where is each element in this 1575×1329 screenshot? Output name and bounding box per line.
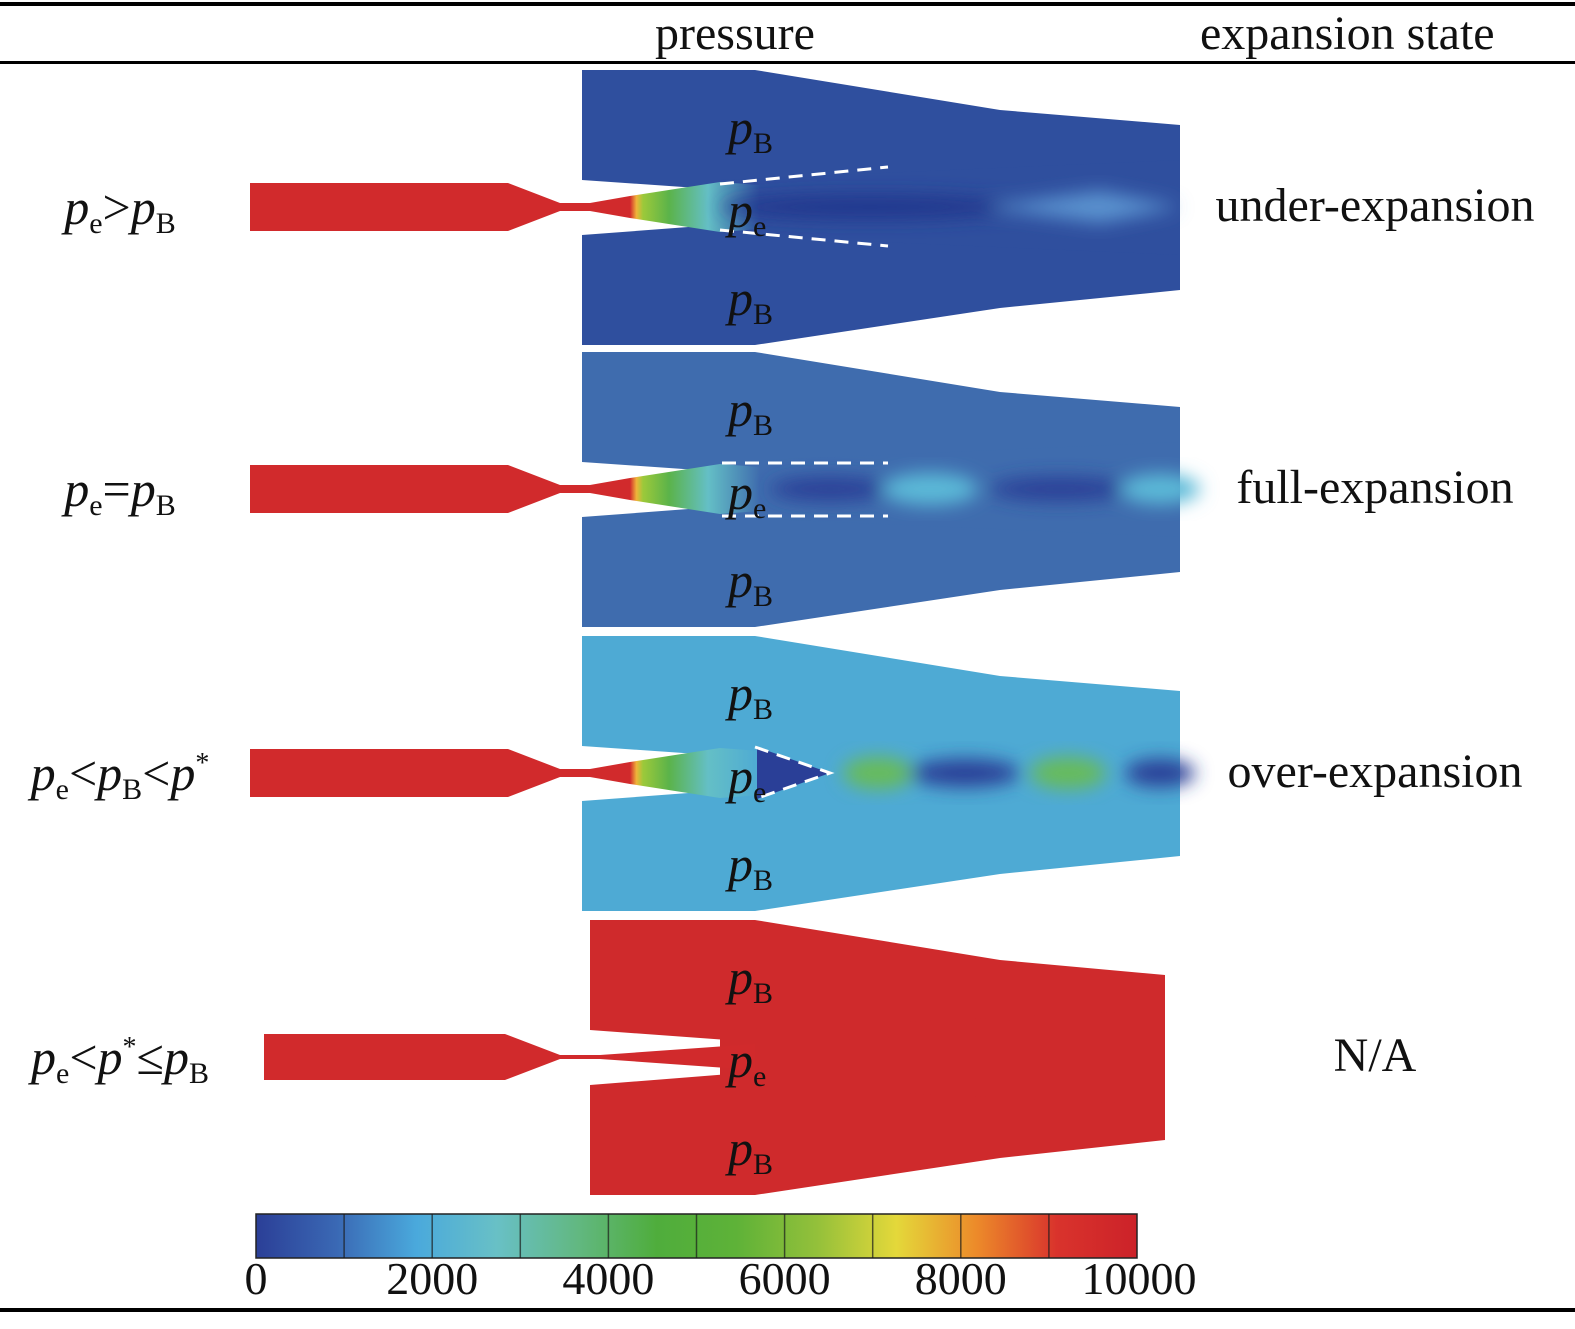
label-pB-top-4-subscript: B <box>753 977 774 1010</box>
flow-panel-4: pB pe pB <box>0 920 1575 1195</box>
label-pB-top-1: pB <box>728 102 773 159</box>
condition-1: pe>pB <box>0 182 240 239</box>
label-pB-top-2-subscript: B <box>753 409 774 442</box>
label-pB-top-1-p: p <box>728 99 753 155</box>
expansion-state-3: over-expansion <box>1227 745 1523 798</box>
condition-token: < <box>69 1029 98 1085</box>
condition-token: p <box>64 461 90 517</box>
condition-token: ≤ <box>136 1029 164 1085</box>
label-pe-3-p: p <box>728 748 753 804</box>
condition-token: < <box>142 745 171 801</box>
condition-token: p <box>64 179 90 235</box>
label-pB-bottom-3: pB <box>728 839 773 896</box>
header-rule <box>0 61 1575 64</box>
label-pB-top-2: pB <box>728 384 773 441</box>
label-pB-bottom-3-p: p <box>728 836 753 892</box>
condition-token: e <box>55 773 69 806</box>
colorbar-tick-label: 0 <box>244 1253 268 1304</box>
label-pe-2-p: p <box>728 464 753 520</box>
expansion-state-1: under-expansion <box>1215 179 1535 232</box>
label-pB-top-4-p: p <box>728 949 753 1005</box>
label-pB-top-3: pB <box>728 668 773 725</box>
label-pB-top-3-subscript: B <box>753 693 774 726</box>
condition-token: B <box>122 773 143 806</box>
label-pB-bottom-1-subscript: B <box>753 298 774 331</box>
label-pe-4-subscript: e <box>753 1060 767 1093</box>
label-pB-bottom-1: pB <box>728 273 773 330</box>
colorbar-tick-label: 4000 <box>562 1253 655 1304</box>
label-pB-bottom-2-subscript: B <box>753 580 774 613</box>
label-pe-2: pe <box>728 467 766 524</box>
label-pe-3-subscript: e <box>753 776 767 809</box>
pressure-field-4 <box>264 920 1165 1195</box>
condition-token: * <box>195 748 210 779</box>
condition-token: B <box>155 207 176 240</box>
label-pB-top-1-subscript: B <box>753 127 774 160</box>
condition-token: B <box>188 1057 209 1090</box>
pressure-field-2 <box>250 352 1200 627</box>
top-rule <box>0 2 1575 6</box>
condition-token: = <box>102 461 131 517</box>
condition-token: p <box>97 745 123 801</box>
flow-panel-2: pB pe pB <box>0 352 1575 627</box>
condition-token: > <box>102 179 131 235</box>
condition-2: pe=pB <box>0 464 240 521</box>
label-pB-top-2-p: p <box>728 381 753 437</box>
label-pB-bottom-4-subscript: B <box>753 1148 774 1181</box>
condition-3: pe<pB<p* <box>0 748 240 805</box>
label-pB-top-4: pB <box>728 952 773 1009</box>
header-expansion-state: expansion state <box>1200 7 1495 60</box>
pressure-field-3 <box>250 636 1195 911</box>
expansion-state-4: N/A <box>1333 1029 1417 1082</box>
expansion-state-2: full-expansion <box>1236 461 1514 514</box>
bottom-rule <box>0 1308 1575 1312</box>
flow-panel-3: pB pe pB <box>0 636 1575 911</box>
condition-token: e <box>89 489 103 522</box>
condition-token: * <box>122 1032 137 1063</box>
condition-token: p <box>163 1029 189 1085</box>
condition-token: p <box>97 1029 123 1085</box>
header-pressure: pressure <box>655 7 815 60</box>
label-pB-bottom-2-p: p <box>728 552 753 608</box>
label-pe-1-subscript: e <box>753 210 767 243</box>
pressure-field-1 <box>250 70 1180 345</box>
label-pB-bottom-3-subscript: B <box>753 864 774 897</box>
label-pe-1: pe <box>728 185 766 242</box>
condition-token: p <box>130 179 156 235</box>
label-pB-bottom-4-p: p <box>728 1120 753 1176</box>
colorbar-tick-label: 2000 <box>386 1253 479 1304</box>
condition-token: p <box>31 1029 56 1085</box>
label-pe-4: pe <box>728 1035 766 1092</box>
condition-token: B <box>155 489 176 522</box>
flow-panel-1: pB pe pB <box>0 70 1575 345</box>
label-pe-4-p: p <box>728 1032 753 1088</box>
condition-token: e <box>89 207 103 240</box>
label-pB-bottom-1-p: p <box>728 270 753 326</box>
label-pe-2-subscript: e <box>753 492 767 525</box>
condition-4: pe<p*≤pB <box>0 1032 240 1089</box>
condition-token: p <box>30 745 56 801</box>
condition-token: e <box>56 1057 70 1090</box>
label-pB-bottom-2: pB <box>728 555 773 612</box>
colorbar-tick-label: 6000 <box>738 1253 831 1304</box>
label-pB-top-3-p: p <box>728 665 753 721</box>
condition-token: p <box>130 461 156 517</box>
colorbar-tick-label: 8000 <box>914 1253 1007 1304</box>
label-pB-bottom-4: pB <box>728 1123 773 1180</box>
colorbar-tick-label: 10000 <box>1081 1253 1197 1304</box>
condition-token: < <box>68 745 98 801</box>
condition-token: p <box>170 745 196 801</box>
label-pe-3: pe <box>728 751 766 808</box>
label-pe-1-p: p <box>728 182 753 238</box>
